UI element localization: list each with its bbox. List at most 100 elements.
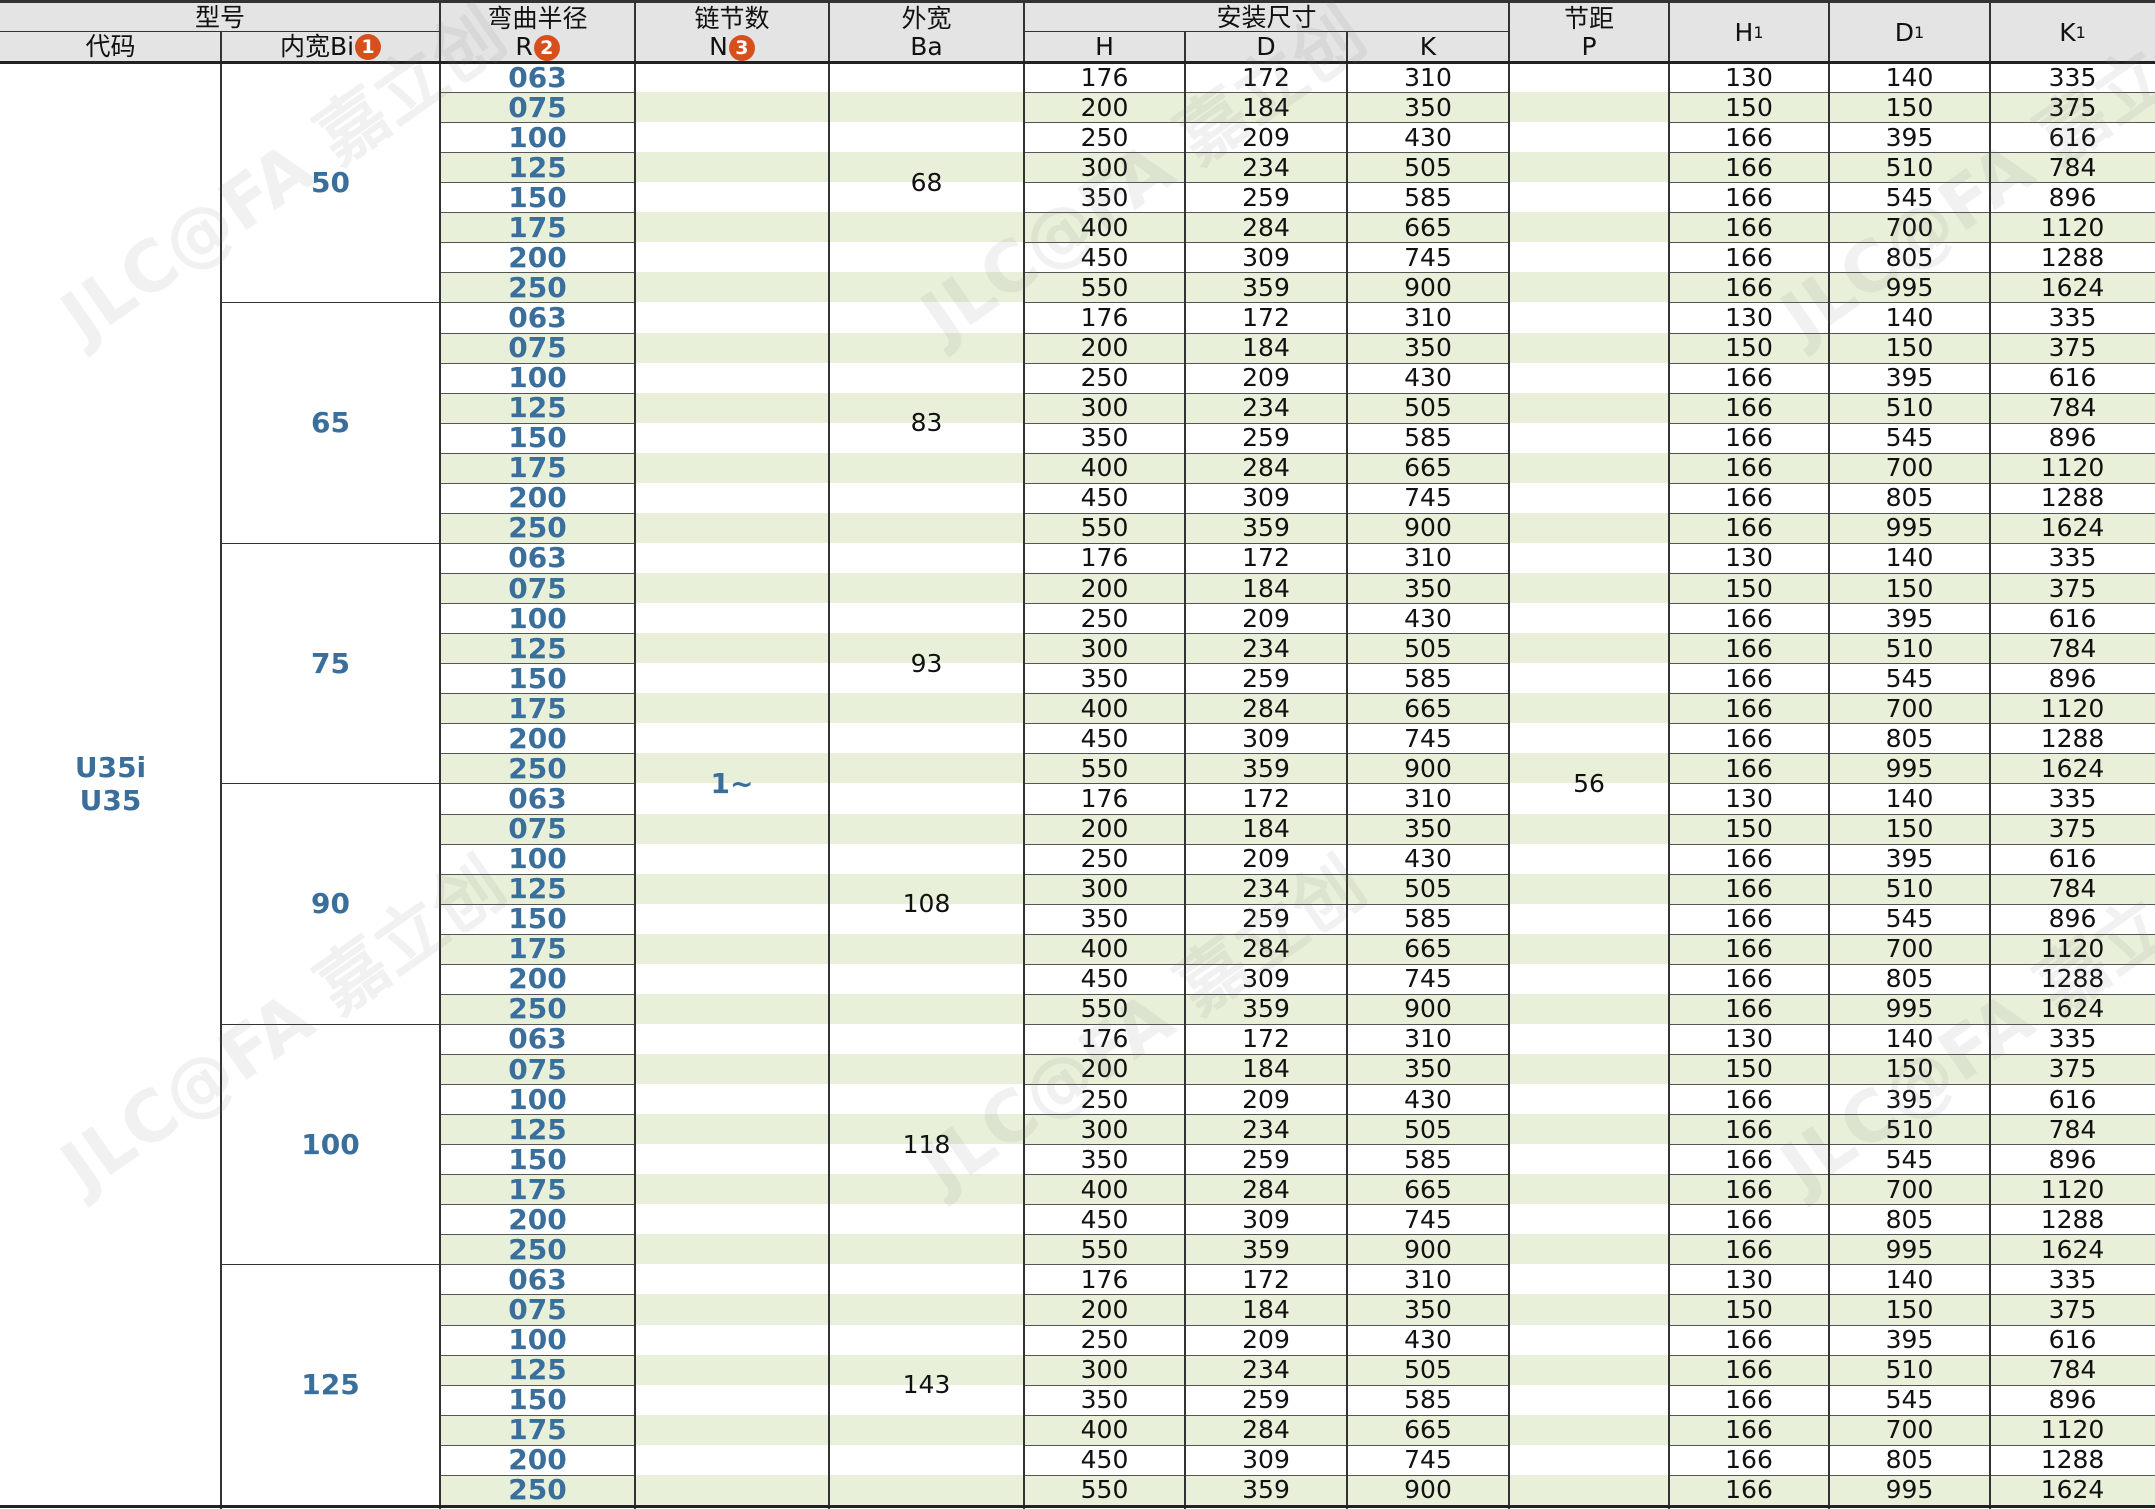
row-divider bbox=[440, 1234, 635, 1236]
table-cell-d: 259 bbox=[1242, 1385, 1290, 1415]
table-cell-h1: 130 bbox=[1725, 543, 1773, 573]
row-divider bbox=[1347, 1324, 1509, 1326]
row-divider bbox=[440, 422, 635, 424]
row-divider bbox=[440, 152, 635, 154]
table-cell-h1: 166 bbox=[1725, 393, 1773, 423]
row-divider bbox=[1990, 963, 2155, 965]
outer-width-value: 83 bbox=[910, 408, 943, 438]
row-divider bbox=[1990, 422, 2155, 424]
table-cell-h: 350 bbox=[1080, 182, 1129, 212]
row-divider bbox=[440, 512, 635, 514]
row-stripe bbox=[440, 1294, 2155, 1325]
table-cell-d: 172 bbox=[1242, 62, 1290, 92]
table-cell-k1: 1288 bbox=[2040, 242, 2105, 272]
table-cell-r: 150 bbox=[508, 902, 567, 936]
row-divider bbox=[1347, 242, 1509, 244]
row-divider bbox=[1669, 1384, 1829, 1386]
row-stripe bbox=[440, 873, 2155, 904]
row-divider bbox=[1669, 903, 1829, 905]
table-cell-h: 250 bbox=[1080, 122, 1129, 152]
row-divider bbox=[1185, 1144, 1347, 1146]
table-cell-d: 359 bbox=[1242, 753, 1290, 783]
table-cell-k1: 375 bbox=[2048, 333, 2097, 363]
row-divider bbox=[1185, 1414, 1347, 1416]
table-cell-d: 259 bbox=[1242, 1144, 1290, 1174]
column-divider bbox=[634, 3, 636, 1509]
table-cell-d1: 510 bbox=[1885, 633, 1934, 663]
table-cell-k: 350 bbox=[1404, 1294, 1452, 1324]
table-cell-k1: 375 bbox=[2048, 1294, 2097, 1324]
table-cell-k: 900 bbox=[1404, 272, 1452, 302]
table-cell-d1: 700 bbox=[1885, 1174, 1934, 1204]
table-cell-h1: 150 bbox=[1725, 333, 1773, 363]
table-cell-h: 200 bbox=[1080, 92, 1129, 122]
row-divider bbox=[1185, 633, 1347, 635]
table-cell-d1: 510 bbox=[1885, 393, 1934, 423]
table-cell-d1: 700 bbox=[1885, 453, 1934, 483]
row-divider bbox=[1990, 933, 2155, 935]
table-cell-k1: 896 bbox=[2048, 182, 2097, 212]
row-divider bbox=[1185, 1384, 1347, 1386]
row-divider bbox=[1185, 1023, 1347, 1025]
row-divider bbox=[1347, 843, 1509, 845]
row-divider bbox=[1185, 933, 1347, 935]
table-cell-k: 900 bbox=[1404, 1475, 1452, 1505]
table-cell-h1: 166 bbox=[1725, 1234, 1773, 1264]
row-divider bbox=[1024, 813, 1185, 815]
row-divider bbox=[1185, 843, 1347, 845]
row-divider bbox=[1185, 663, 1347, 665]
row-divider bbox=[1990, 1324, 2155, 1326]
table-cell-h: 350 bbox=[1080, 904, 1129, 934]
row-divider bbox=[1990, 573, 2155, 575]
row-divider bbox=[1347, 753, 1509, 755]
header-h: H bbox=[1024, 32, 1185, 62]
table-cell-d1: 805 bbox=[1885, 964, 1934, 994]
row-divider bbox=[1990, 272, 2155, 274]
row-divider bbox=[1990, 783, 2155, 785]
table-cell-h1: 166 bbox=[1725, 1204, 1773, 1234]
row-divider bbox=[440, 1354, 635, 1356]
row-divider bbox=[1669, 1264, 1829, 1266]
row-divider bbox=[1829, 1144, 1990, 1146]
row-divider bbox=[1669, 512, 1829, 514]
row-divider bbox=[440, 933, 635, 935]
table-cell-r: 063 bbox=[508, 1262, 567, 1296]
table-cell-h: 400 bbox=[1080, 1174, 1129, 1204]
row-stripe bbox=[440, 1414, 2155, 1445]
table-cell-d: 209 bbox=[1242, 844, 1290, 874]
row-divider bbox=[1990, 482, 2155, 484]
table-cell-h: 200 bbox=[1080, 814, 1129, 844]
row-stripe bbox=[440, 1174, 2155, 1205]
table-cell-h1: 166 bbox=[1725, 483, 1773, 513]
table-cell-k1: 1120 bbox=[2040, 212, 2105, 242]
row-divider bbox=[1829, 1174, 1990, 1176]
row-divider bbox=[1669, 873, 1829, 875]
row-divider bbox=[440, 633, 635, 635]
column-divider bbox=[220, 32, 222, 1509]
inner-width-value: 75 bbox=[311, 646, 350, 680]
row-divider bbox=[1829, 482, 1990, 484]
row-divider bbox=[1829, 993, 1990, 995]
table-cell-h1: 166 bbox=[1725, 1084, 1773, 1114]
table-cell-k1: 375 bbox=[2048, 1054, 2097, 1084]
row-divider bbox=[1990, 903, 2155, 905]
row-divider bbox=[1024, 452, 1185, 454]
row-divider bbox=[1669, 633, 1829, 635]
table-cell-d: 284 bbox=[1242, 693, 1290, 723]
table-cell-d1: 395 bbox=[1885, 603, 1934, 633]
table-cell-d1: 805 bbox=[1885, 483, 1934, 513]
row-divider bbox=[1024, 843, 1185, 845]
table-cell-r: 150 bbox=[508, 421, 567, 455]
row-stripe bbox=[440, 272, 2155, 303]
row-divider bbox=[1185, 512, 1347, 514]
table-cell-k1: 784 bbox=[2048, 633, 2097, 663]
row-divider bbox=[1347, 1023, 1509, 1025]
table-cell-d1: 395 bbox=[1885, 1325, 1934, 1355]
header-radius-symbol: R bbox=[515, 31, 533, 61]
header-install: 安装尺寸 bbox=[1024, 3, 1509, 32]
row-divider bbox=[1829, 512, 1990, 514]
row-divider bbox=[1024, 392, 1185, 394]
row-divider bbox=[1829, 152, 1990, 154]
table-cell-h1: 166 bbox=[1725, 272, 1773, 302]
